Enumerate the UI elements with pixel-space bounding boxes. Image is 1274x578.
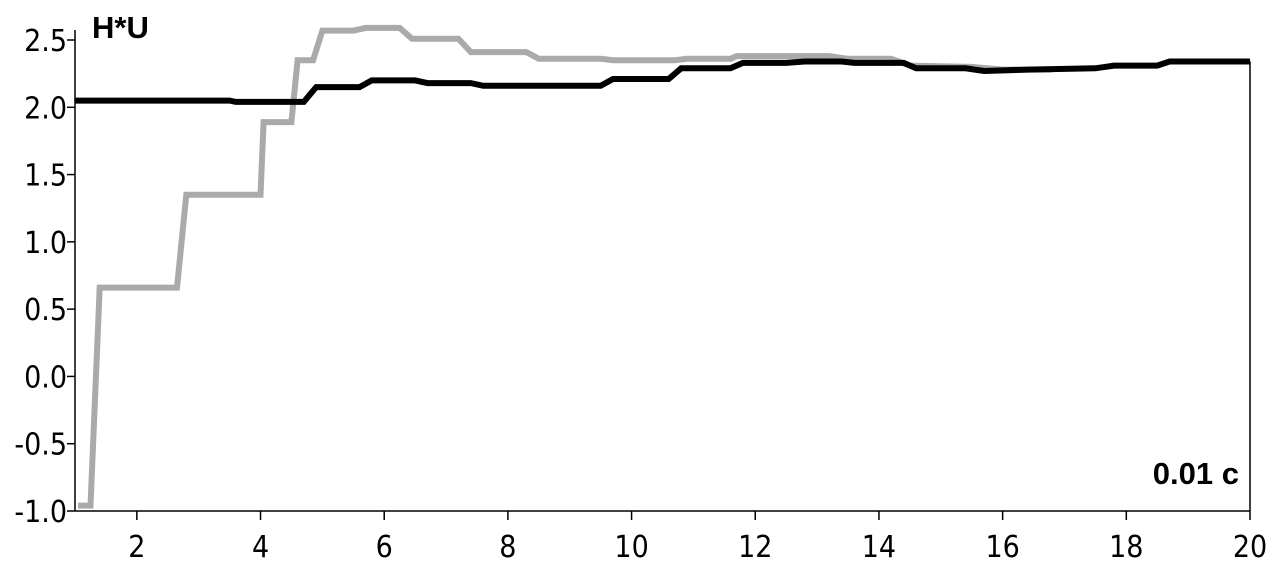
- x-tick-label: 20: [1233, 530, 1267, 565]
- x-tick-label: 2: [128, 530, 145, 565]
- axes: -1.0 -0.5 0.0 0.5 1.0 1.5 2.0 2.5 2 4 6 8 10 12 14 16 18…: [14, 24, 1267, 565]
- y-tick-label: 1.5: [24, 159, 67, 194]
- x-tick-label: 6: [376, 530, 393, 565]
- y-tick-label: -1.0: [14, 495, 67, 530]
- series-line-black: [75, 58, 1250, 105]
- x-tick-label: 16: [985, 530, 1019, 565]
- series-line-gray: [78, 24, 1053, 509]
- x-axis-title: 0.01 c: [1153, 456, 1239, 491]
- x-tick-label: 18: [1109, 530, 1143, 565]
- y-axis-title: H*U: [92, 10, 149, 45]
- y-tick-label: 2.0: [24, 91, 67, 126]
- x-tick-label: 10: [614, 530, 648, 565]
- y-tick-label: 1.0: [24, 226, 67, 261]
- y-tick-label: -0.5: [14, 428, 67, 463]
- x-tick-label: 14: [862, 530, 896, 565]
- y-tick-label: 0.0: [24, 360, 67, 395]
- x-tick-label: 8: [499, 530, 516, 565]
- series-group: [75, 24, 1250, 509]
- x-tick-label: 4: [252, 530, 269, 565]
- y-tick-label: 0.5: [24, 293, 67, 328]
- x-tick-label: 12: [738, 530, 772, 565]
- y-tick-label: 2.5: [24, 24, 67, 59]
